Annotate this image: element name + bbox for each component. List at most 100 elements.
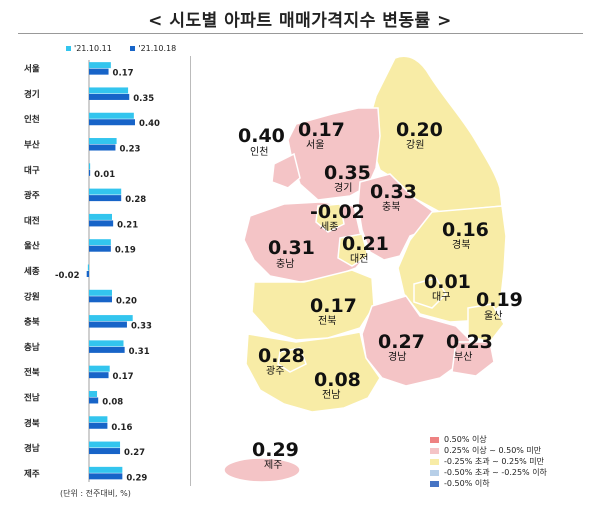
bar-category-label: 인천 [24, 114, 40, 125]
bar-curr [89, 220, 114, 227]
bar-prev [89, 340, 124, 347]
legend-item-prev: '21.10.11 [66, 44, 112, 53]
region-shape-gwangju [277, 347, 307, 373]
map-name-gangwon: 강원 [406, 139, 424, 151]
map-name-jeonnam: 전남 [322, 389, 340, 401]
bar-category-label: 전남 [24, 392, 40, 403]
map-legend-swatch [430, 480, 439, 487]
bar-category-label: 강원 [24, 291, 40, 302]
map-name-chungnam: 충남 [276, 258, 294, 270]
bar-prev [89, 112, 134, 119]
bar-data-label: 0.21 [117, 220, 138, 230]
region-shape-busan [451, 341, 495, 377]
bar-curr [89, 397, 99, 404]
map-legend-label: 0.50% 이상 [444, 435, 487, 444]
map-name-jeonbuk: 전북 [318, 315, 336, 327]
bar-curr [89, 68, 109, 75]
chart-title: < 시도별 아파트 매매가격지수 변동률 > [148, 11, 452, 31]
map-legend-swatch [430, 458, 439, 465]
bar-category-label: 전북 [24, 367, 40, 378]
region-shape-incheon [271, 152, 301, 189]
bar-data-label: 0.27 [124, 448, 145, 458]
map-value-gyeonggi: 0.35 [324, 162, 371, 184]
map-value-gangwon: 0.20 [396, 119, 443, 141]
map-name-daejeon: 대전 [350, 253, 368, 265]
map-name-gyeongnam: 경남 [388, 350, 406, 363]
map-legend-label: 0.25% 이상 ~ 0.50% 미만 [444, 446, 542, 455]
map-name-gwangju: 광주 [266, 365, 284, 377]
map-legend-label: -0.50% 초과 ~ -0.25% 이하 [444, 468, 547, 477]
map-legend-row: -0.50% 이하 [430, 478, 547, 489]
bar-prev [89, 441, 121, 448]
map-value-daegu: 0.01 [424, 271, 471, 293]
bar-prev [89, 138, 117, 145]
bar-curr [89, 346, 125, 353]
map-name-ulsan: 울산 [484, 310, 502, 322]
bar-curr [86, 271, 89, 277]
map-legend-swatch [430, 469, 439, 476]
map-name-seoul: 서울 [306, 139, 324, 151]
bar-chart-panel: 서울 0.17 경기 0.35 인천 0.40 부산 0.23 대구 0.01 광주 0.28 대전 0.… [22, 56, 191, 486]
region-shape-jeju [223, 457, 301, 483]
bar-data-label: 0.17 [113, 372, 134, 382]
bar-curr [89, 93, 130, 100]
bar-data-label: 0.01 [94, 170, 115, 180]
map-legend-swatch [430, 447, 439, 454]
map-name-gyeonggi: 경기 [334, 181, 352, 194]
region-shape-sejong [315, 203, 345, 233]
map-value-gyeongnam: 0.27 [378, 331, 425, 353]
bar-data-label: 0.35 [133, 94, 154, 104]
bar-curr [89, 195, 122, 202]
bar-curr [89, 296, 112, 303]
map-legend-row: 0.50% 이상 [430, 434, 547, 445]
region-shape-jeonbuk [251, 269, 375, 341]
bar-data-label: 0.29 [126, 473, 147, 483]
bar-prev [89, 163, 91, 170]
bar-curr [89, 473, 123, 480]
bar-prev [89, 416, 108, 423]
map-legend-swatch [430, 436, 439, 443]
bar-category-label: 대구 [24, 165, 40, 176]
map-value-jeju: 0.29 [252, 439, 299, 461]
bar-category-label: 충북 [24, 317, 40, 328]
map-name-daegu: 대구 [432, 291, 450, 303]
bar-data-label: 0.08 [102, 397, 123, 407]
region-shape-daejeon [337, 233, 369, 267]
bar-prev [89, 188, 122, 195]
map-name-sejong: 세종 [320, 221, 338, 233]
bar-curr [89, 169, 91, 176]
map-legend-label: -0.50% 이하 [444, 479, 490, 488]
bar-prev [87, 264, 89, 271]
bar-curr [89, 422, 108, 429]
map-value-jeonbuk: 0.17 [310, 295, 357, 317]
map-legend-row: -0.25% 초과 ~ 0.25% 미만 [430, 456, 547, 467]
bar-category-label: 광주 [24, 190, 40, 201]
bar-prev [89, 289, 112, 296]
bar-curr [89, 119, 135, 126]
bar-data-label: 0.31 [129, 347, 150, 357]
bar-prev [89, 87, 129, 94]
region-shape-chungbuk [357, 173, 435, 261]
legend-item-curr: '21.10.18 [130, 44, 176, 53]
bar-prev [89, 365, 110, 372]
legend-swatch-curr [130, 46, 136, 51]
bar-category-label: 서울 [24, 64, 40, 75]
bar-prev [89, 315, 133, 322]
map-value-ulsan: 0.19 [476, 289, 523, 311]
bar-prev [89, 239, 111, 246]
bar-data-label: 0.16 [111, 423, 132, 433]
bar-prev [89, 390, 98, 397]
bar-prev [89, 62, 111, 69]
bar-curr [89, 144, 116, 151]
region-shape-daegu [413, 277, 447, 309]
map-value-jeonnam: 0.08 [314, 369, 361, 391]
bar-data-label: -0.02 [55, 271, 80, 281]
map-value-gwangju: 0.28 [258, 345, 305, 367]
map-color-legend: 0.50% 이상 0.25% 이상 ~ 0.50% 미만 -0.25% 초과 ~… [430, 434, 547, 489]
legend-swatch-prev [66, 46, 71, 51]
bar-category-label: 제주 [24, 468, 40, 479]
bar-data-label: 0.23 [119, 145, 140, 155]
region-shape-gangwon [367, 55, 503, 213]
bar-data-label: 0.40 [139, 119, 160, 129]
unit-note: (단위 : 전주대비, %) [60, 489, 131, 498]
